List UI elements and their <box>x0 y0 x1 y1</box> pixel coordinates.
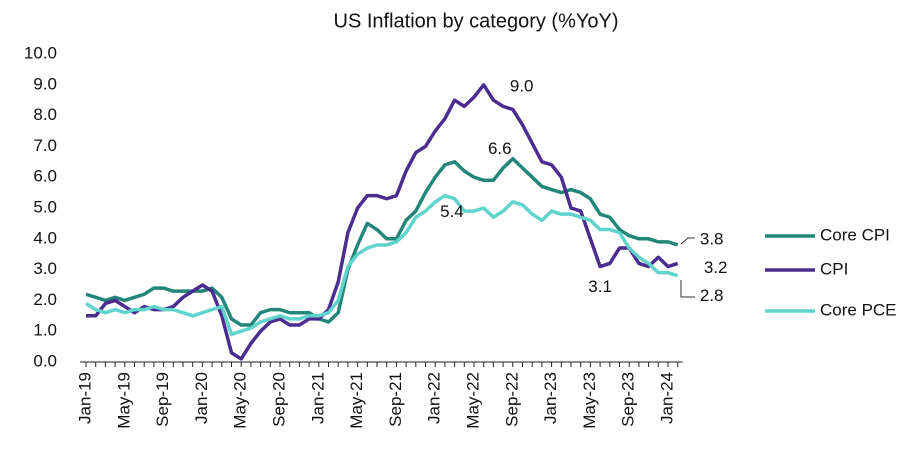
y-tick-label: 5.0 <box>33 197 57 216</box>
y-tick-label: 1.0 <box>33 321 57 340</box>
leader <box>680 237 695 245</box>
x-tick-label: May-21 <box>347 372 366 429</box>
legend-label: CPI <box>820 259 848 278</box>
x-tick-label: Jan-22 <box>425 372 444 424</box>
chart-title: US Inflation by category (%YoY) <box>334 10 619 32</box>
y-tick-label: 10.0 <box>24 43 57 62</box>
data-label: 6.6 <box>488 139 512 158</box>
data-label: 5.4 <box>440 202 464 221</box>
x-tick-label: Jan-19 <box>75 372 94 424</box>
y-tick-label: 2.0 <box>33 290 57 309</box>
y-tick-label: 8.0 <box>33 105 57 124</box>
x-tick-label: May-22 <box>463 372 482 429</box>
x-tick-label: May-19 <box>114 372 133 429</box>
data-label: 3.2 <box>704 258 728 277</box>
data-label: 2.8 <box>700 286 724 305</box>
series-line <box>85 193 679 337</box>
x-tick-label: Sep-19 <box>153 372 172 427</box>
y-tick-label: 9.0 <box>33 74 57 93</box>
series-line <box>85 156 679 327</box>
data-label: 3.1 <box>588 277 612 296</box>
x-tick-label: Sep-22 <box>502 372 521 427</box>
x-tick-label: Sep-23 <box>619 372 638 427</box>
y-tick-label: 0.0 <box>33 351 57 370</box>
x-tick-label: Jan-21 <box>308 372 327 424</box>
x-tick-label: Jan-24 <box>657 372 676 424</box>
y-tick-label: 4.0 <box>33 228 57 247</box>
y-tick-label: 3.0 <box>33 259 57 278</box>
data-label: 9.0 <box>510 76 534 95</box>
x-tick-label: Jan-23 <box>541 372 560 424</box>
x-tick-label: Sep-21 <box>386 372 405 427</box>
x-tick-label: May-23 <box>580 372 599 429</box>
leader <box>680 280 695 298</box>
series-line <box>86 83 679 361</box>
data-label: 3.8 <box>700 229 724 248</box>
x-tick-label: Sep-20 <box>269 372 288 427</box>
y-tick-label: 6.0 <box>33 167 57 186</box>
x-tick-label: May-20 <box>231 372 250 429</box>
x-tick-label: Jan-20 <box>192 372 211 424</box>
y-tick-label: 7.0 <box>33 136 57 155</box>
legend-label: Core CPI <box>820 225 890 244</box>
legend-label: Core PCE <box>820 300 897 319</box>
